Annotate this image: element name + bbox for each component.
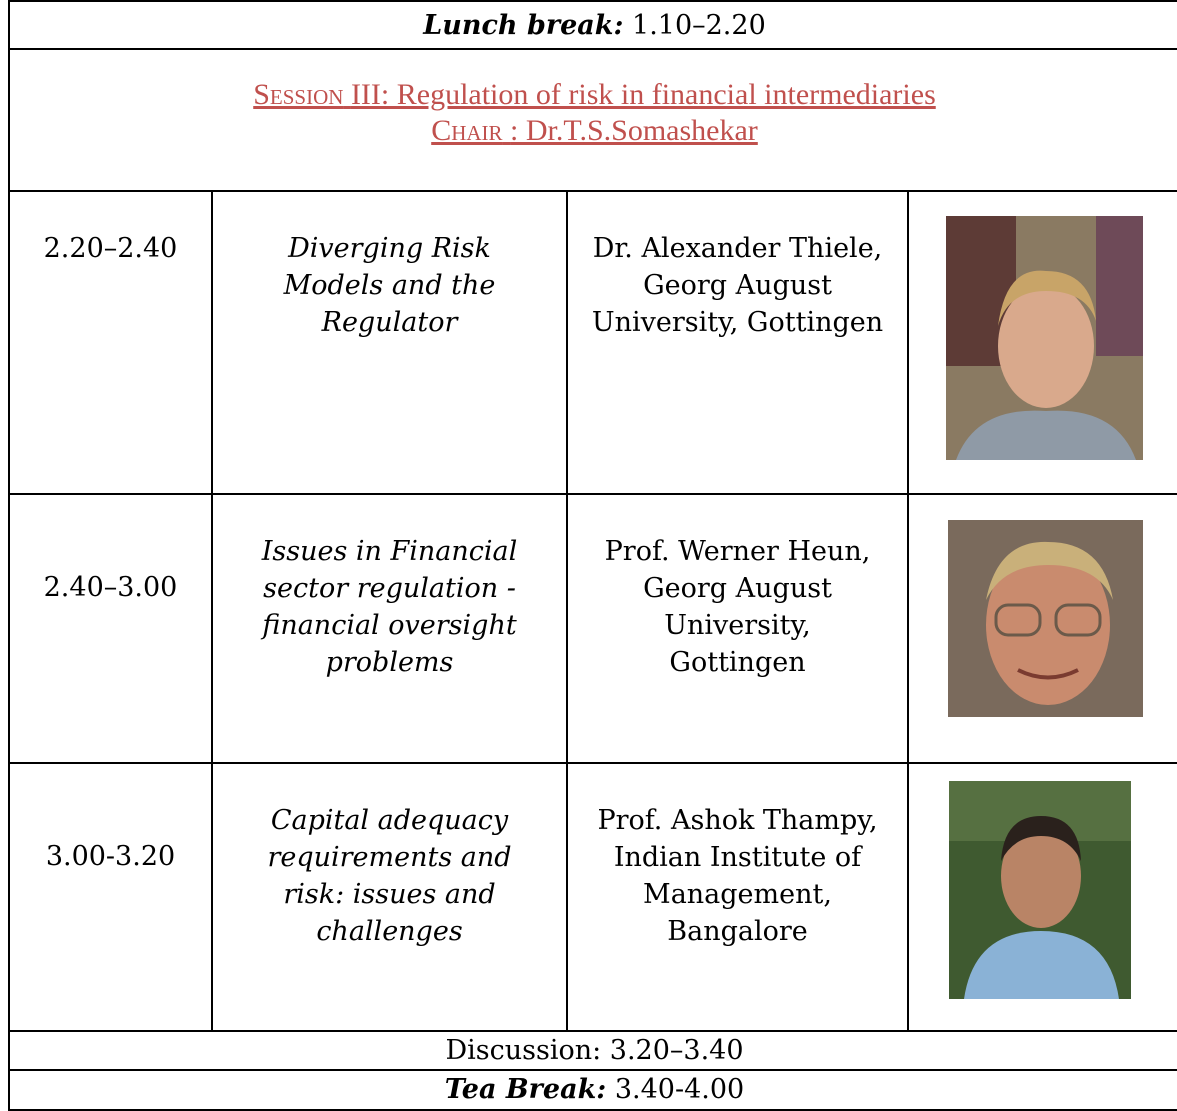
title-cell: Capital adequacy requirements and risk: …: [211, 762, 568, 1032]
talk-time: 3.00-3.20: [45, 841, 176, 872]
speaker-photo: [946, 216, 1143, 460]
speaker-line: Prof. Werner Heun,: [604, 536, 871, 567]
tea-row: Tea Break: 3.40-4.00: [8, 1069, 1177, 1111]
talk-title-line: problems: [325, 647, 454, 678]
speaker-line: University,: [664, 610, 811, 641]
chair-label: Chair: [431, 114, 503, 147]
talk-time: 2.40–3.00: [43, 572, 178, 603]
discussion-cell: Discussion: 3.20–3.40: [8, 1030, 1177, 1071]
speaker-line: Georg August: [643, 270, 832, 301]
title-cell: Issues in Financial sector regulation - …: [211, 493, 568, 764]
talk-title-line: Issues in Financial: [261, 536, 518, 567]
lunch-label: Lunch break:: [423, 9, 624, 41]
lunch-row: Lunch break: 1.10–2.20: [8, 0, 1177, 50]
time-cell: 3.00-3.20: [8, 762, 213, 1032]
talk-title-line: sector regulation -: [263, 573, 516, 604]
speaker-line: Bangalore: [667, 916, 808, 947]
talk-row: 2.40–3.00 Issues in Financial sector reg…: [8, 493, 1177, 764]
title-cell: Diverging Risk Models and the Regulator: [211, 190, 568, 495]
speaker-line: Management,: [643, 879, 832, 910]
talk-title-line: Regulator: [321, 307, 458, 338]
speaker-line: Georg August: [643, 573, 832, 604]
speaker-photo: [949, 781, 1131, 999]
session-cell: Session III: Regulation of risk in finan…: [8, 48, 1177, 192]
session-label: Session: [253, 78, 344, 111]
chair-name: : Dr.T.S.Somashekar: [510, 114, 758, 147]
talk-title-line: Capital adequacy: [270, 805, 509, 836]
speaker-cell: Prof. Werner Heun, Georg August Universi…: [566, 493, 909, 764]
photo-cell: [907, 190, 1177, 495]
speaker-line: University, Gottingen: [591, 307, 884, 338]
talk-row: 2.20–2.40 Diverging Risk Models and the …: [8, 190, 1177, 495]
discussion-row: Discussion: 3.20–3.40: [8, 1030, 1177, 1071]
speaker-photo: [948, 520, 1143, 717]
talk-time: 2.20–2.40: [43, 233, 178, 264]
photo-cell: [907, 762, 1177, 1032]
tea-label: Tea Break:: [444, 1074, 607, 1105]
talk-title-line: financial oversight: [262, 610, 517, 641]
photo-cell: [907, 493, 1177, 764]
discussion-label: Discussion:: [445, 1035, 602, 1066]
talk-row: 3.00-3.20 Capital adequacy requirements …: [8, 762, 1177, 1032]
time-cell: 2.40–3.00: [8, 493, 213, 764]
speaker-cell: Prof. Ashok Thampy, Indian Institute of …: [566, 762, 909, 1032]
time-cell: 2.20–2.40: [8, 190, 213, 495]
lunch-cell: Lunch break: 1.10–2.20: [8, 0, 1177, 50]
tea-cell: Tea Break: 3.40-4.00: [8, 1069, 1177, 1111]
schedule-table: Lunch break: 1.10–2.20 Session III: Regu…: [8, 0, 1177, 1111]
talk-title-line: risk: issues and: [283, 879, 496, 910]
talk-title-line: Diverging Risk: [288, 233, 491, 264]
speaker-line: Indian Institute of: [613, 842, 862, 873]
discussion-time: 3.20–3.40: [609, 1035, 744, 1066]
talk-title-line: challenges: [316, 916, 463, 947]
speaker-cell: Dr. Alexander Thiele, Georg August Unive…: [566, 190, 909, 495]
speaker-line: Gottingen: [669, 647, 806, 678]
speaker-line: Prof. Ashok Thampy,: [597, 805, 878, 836]
session-row: Session III: Regulation of risk in finan…: [8, 48, 1177, 192]
talk-title-line: requirements and: [267, 842, 512, 873]
session-title: III: Regulation of risk in financial int…: [350, 78, 936, 111]
speaker-line: Dr. Alexander Thiele,: [592, 233, 883, 264]
lunch-time: 1.10–2.20: [632, 9, 766, 41]
tea-time: 3.40-4.00: [614, 1074, 745, 1105]
talk-title-line: Models and the: [283, 270, 496, 301]
